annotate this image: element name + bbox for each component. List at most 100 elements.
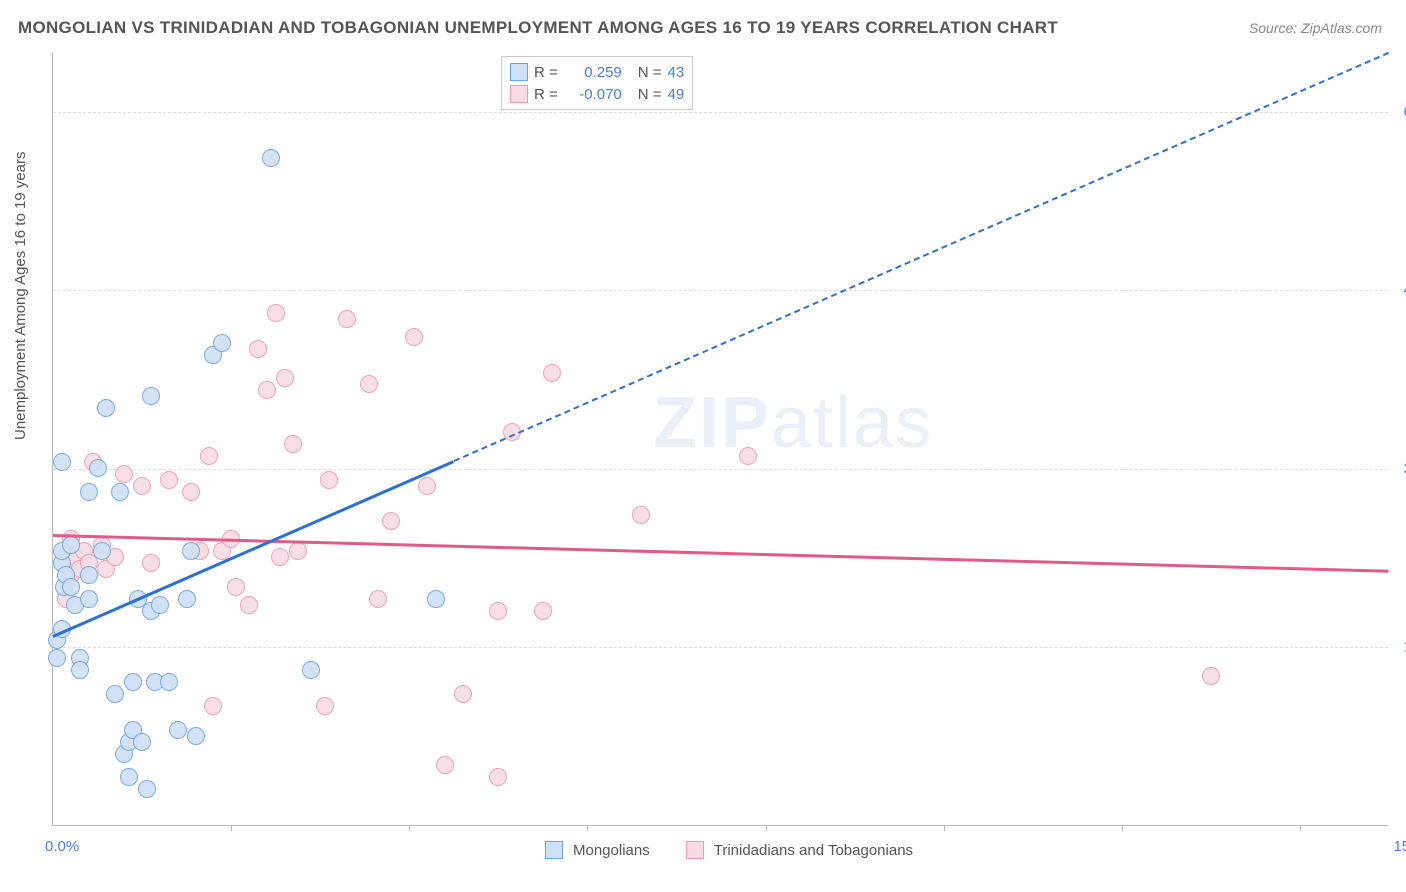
scatter-point [142, 387, 160, 405]
x-tick [944, 825, 945, 831]
scatter-point [115, 465, 133, 483]
scatter-point [80, 590, 98, 608]
scatter-point [258, 381, 276, 399]
scatter-point [534, 602, 552, 620]
scatter-point [262, 149, 280, 167]
gridline-horizontal [53, 112, 1388, 113]
scatter-point [48, 649, 66, 667]
scatter-point [160, 471, 178, 489]
legend-r-label: R = [534, 64, 558, 81]
x-tick [766, 825, 767, 831]
scatter-point [360, 375, 378, 393]
x-tick [1122, 825, 1123, 831]
scatter-point [200, 447, 218, 465]
trend-line [453, 52, 1389, 462]
legend-swatch [545, 841, 563, 859]
x-tick-label-max: 15.0% [1393, 838, 1406, 855]
legend-row: R = 0.259 N = 43 [510, 61, 684, 83]
legend-series-label: Trinidadians and Tobagonians [714, 842, 913, 859]
scatter-point [178, 590, 196, 608]
legend-row: R = -0.070 N = 49 [510, 83, 684, 105]
scatter-point [289, 542, 307, 560]
legend-series: Mongolians Trinidadians and Tobagonians [545, 841, 939, 859]
chart-title: MONGOLIAN VS TRINIDADIAN AND TOBAGONIAN … [18, 18, 1058, 38]
scatter-point [124, 673, 142, 691]
scatter-point [97, 399, 115, 417]
source-attribution: Source: ZipAtlas.com [1249, 20, 1382, 36]
scatter-point [133, 733, 151, 751]
scatter-chart: ZIPatlas 15.0%30.0%45.0%60.0%0.0%15.0%R … [52, 52, 1388, 826]
scatter-point [267, 304, 285, 322]
scatter-point [369, 590, 387, 608]
legend-r-value: 0.259 [564, 64, 622, 81]
scatter-point [62, 578, 80, 596]
scatter-point [227, 578, 245, 596]
scatter-point [169, 721, 187, 739]
scatter-point [271, 548, 289, 566]
scatter-point [284, 435, 302, 453]
scatter-point [89, 459, 107, 477]
legend-series-label: Mongolians [573, 842, 650, 859]
scatter-point [489, 602, 507, 620]
watermark-atlas: atlas [771, 383, 933, 463]
scatter-point [160, 673, 178, 691]
scatter-point [133, 477, 151, 495]
scatter-point [436, 756, 454, 774]
scatter-point [427, 590, 445, 608]
x-tick [587, 825, 588, 831]
scatter-point [71, 661, 89, 679]
scatter-point [53, 453, 71, 471]
scatter-point [543, 364, 561, 382]
scatter-point [120, 768, 138, 786]
scatter-point [338, 310, 356, 328]
scatter-point [182, 483, 200, 501]
x-tick [1300, 825, 1301, 831]
scatter-point [302, 661, 320, 679]
legend-n-value: 43 [668, 64, 685, 81]
scatter-point [418, 477, 436, 495]
legend-swatch [510, 85, 528, 103]
scatter-point [93, 542, 111, 560]
scatter-point [249, 340, 267, 358]
scatter-point [182, 542, 200, 560]
legend-n-label: N = [638, 64, 662, 81]
scatter-point [276, 369, 294, 387]
scatter-point [316, 697, 334, 715]
scatter-point [739, 447, 757, 465]
x-tick [409, 825, 410, 831]
legend-r-value: -0.070 [564, 86, 622, 103]
scatter-point [320, 471, 338, 489]
legend-swatch [686, 841, 704, 859]
scatter-point [382, 512, 400, 530]
legend-correlation: R = 0.259 N = 43 R = -0.070 N = 49 [501, 56, 693, 110]
scatter-point [187, 727, 205, 745]
gridline-horizontal [53, 647, 1388, 648]
scatter-point [213, 334, 231, 352]
gridline-horizontal [53, 290, 1388, 291]
scatter-point [1202, 667, 1220, 685]
scatter-point [151, 596, 169, 614]
scatter-point [405, 328, 423, 346]
gridline-horizontal [53, 469, 1388, 470]
legend-n-value: 49 [668, 86, 685, 103]
watermark: ZIPatlas [653, 382, 933, 464]
legend-swatch [510, 63, 528, 81]
scatter-point [138, 780, 156, 798]
trend-line [53, 534, 1389, 573]
scatter-point [632, 506, 650, 524]
scatter-point [62, 536, 80, 554]
scatter-point [454, 685, 472, 703]
scatter-point [204, 697, 222, 715]
scatter-point [489, 768, 507, 786]
scatter-point [111, 483, 129, 501]
legend-r-label: R = [534, 86, 558, 103]
x-tick-label-min: 0.0% [45, 838, 79, 855]
x-tick [231, 825, 232, 831]
scatter-point [240, 596, 258, 614]
scatter-point [80, 483, 98, 501]
scatter-point [106, 685, 124, 703]
y-axis-label: Unemployment Among Ages 16 to 19 years [12, 151, 29, 440]
scatter-point [80, 566, 98, 584]
scatter-point [142, 554, 160, 572]
legend-n-label: N = [638, 86, 662, 103]
